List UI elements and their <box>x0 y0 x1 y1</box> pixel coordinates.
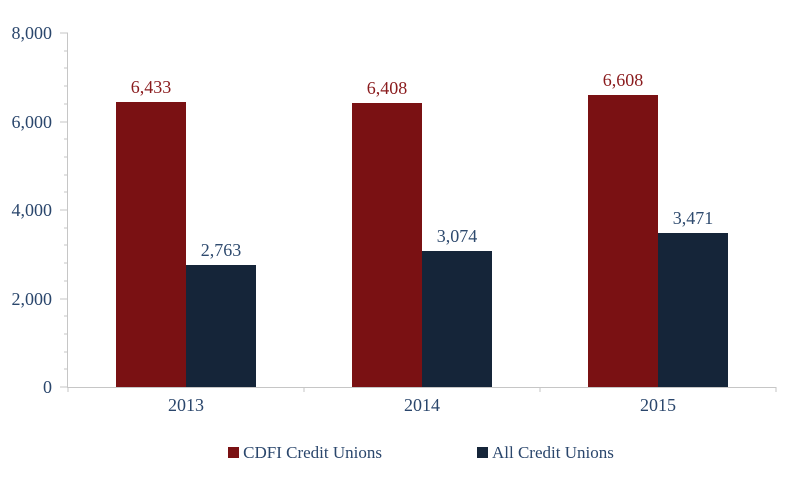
bar-value-label-all-credit-unions: 3,074 <box>436 225 478 246</box>
y-axis-major-tick <box>60 298 68 299</box>
y-axis-minor-tick <box>64 315 68 317</box>
bar-all-credit-unions <box>422 250 492 387</box>
y-axis-minor-tick <box>64 368 68 370</box>
bar-all-credit-unions <box>185 264 256 387</box>
y-axis-minor-tick <box>64 227 68 229</box>
bar-value-label-all-credit-unions: 3,471 <box>672 208 714 229</box>
y-axis-tick-label: 2,000 <box>11 288 53 309</box>
legend-swatch-cdfi-credit-unions <box>228 446 240 458</box>
bar-all-credit-unions <box>658 233 728 387</box>
bar-value-label-cdfi-credit-unions: 6,608 <box>602 69 644 90</box>
legend-label: CDFI Credit Unions <box>243 442 382 462</box>
x-axis-tick <box>775 387 777 392</box>
y-axis-minor-tick <box>64 244 68 246</box>
y-axis-minor-tick <box>64 333 68 335</box>
x-axis-tick <box>539 387 541 392</box>
y-axis-minor-tick <box>64 138 68 140</box>
y-axis-minor-tick <box>64 156 68 158</box>
y-axis-tick-label: 0 <box>43 377 52 397</box>
y-axis-minor-tick <box>64 351 68 353</box>
legend-label: All Credit Unions <box>492 442 614 462</box>
x-axis-category-label: 2015 <box>640 395 676 415</box>
bar-value-label-cdfi-credit-unions: 6,408 <box>366 78 408 99</box>
x-axis-tick <box>67 387 69 392</box>
y-axis-minor-tick <box>64 174 68 176</box>
y-axis-minor-tick <box>64 191 68 193</box>
bar-cdfi-credit-unions <box>115 102 186 387</box>
bar-value-label-cdfi-credit-unions: 6,433 <box>130 77 172 98</box>
y-axis-tick-label: 4,000 <box>11 200 53 220</box>
y-axis-tick-label: 8,000 <box>11 23 53 43</box>
bar-value-label-all-credit-unions: 2,763 <box>200 239 242 260</box>
legend-swatch-all-credit-unions <box>477 446 488 458</box>
y-axis-major-tick <box>60 32 68 34</box>
bar-cdfi-credit-unions <box>588 94 658 387</box>
legend-item-cdfi-credit-unions: CDFI Credit Unions <box>228 444 382 461</box>
legend: CDFI Credit Unions All Credit Unions <box>67 441 775 463</box>
legend-item-all-credit-unions: All Credit Unions <box>477 444 614 461</box>
x-axis-category-label: 2013 <box>168 395 204 415</box>
bar-cdfi-credit-unions <box>352 103 422 387</box>
y-axis-minor-tick <box>64 103 68 105</box>
y-axis-major-tick <box>60 386 68 388</box>
y-axis-minor-tick <box>64 262 68 264</box>
y-axis-minor-tick <box>64 50 68 52</box>
y-axis-major-tick <box>60 121 68 122</box>
y-axis-minor-tick <box>64 67 68 69</box>
y-axis-minor-tick <box>64 85 68 87</box>
x-axis-category-label: 2014 <box>404 395 440 415</box>
plot-area: 0 2,000 4,000 6,000 8,000 6,433 2,763 2013 6,408… <box>12 24 777 414</box>
y-axis-major-tick <box>60 209 68 211</box>
x-axis-tick <box>303 387 305 392</box>
y-axis-tick-label: 6,000 <box>11 111 53 132</box>
y-axis-minor-tick <box>64 280 68 282</box>
